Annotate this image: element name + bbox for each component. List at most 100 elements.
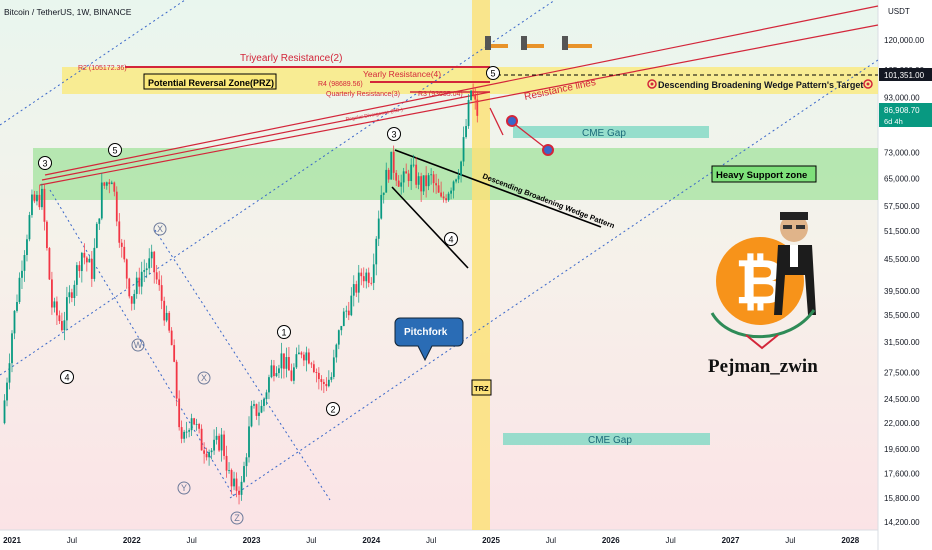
r4-label: R4 (98689.56) xyxy=(318,81,363,88)
target-price-badge xyxy=(879,68,932,81)
candle-body xyxy=(135,277,138,294)
candle-body xyxy=(210,450,213,453)
candle-body xyxy=(417,176,420,185)
wave-label-1: 1 xyxy=(277,325,291,339)
wave-label-3b: 3 xyxy=(387,127,401,141)
candle-body xyxy=(360,272,363,277)
target-price-label: 101,351.00 xyxy=(884,71,925,80)
time-tick-label: 2023 xyxy=(243,536,261,545)
candle-body xyxy=(26,239,28,256)
candle-body xyxy=(325,383,328,387)
candle-body xyxy=(93,247,96,279)
candle-body xyxy=(75,265,78,285)
candle-body xyxy=(100,182,103,219)
prz-label: Potential Reversal Zone(PRZ) xyxy=(148,78,274,88)
wedge-lower-line xyxy=(391,186,469,269)
candle-body xyxy=(16,301,18,311)
candle-body xyxy=(255,404,258,416)
candle-body xyxy=(190,418,193,431)
price-tick-label: 19,600.00 xyxy=(884,445,920,454)
time-tick-label: 2021 xyxy=(3,536,21,545)
candle-body xyxy=(402,171,405,183)
candle-body xyxy=(312,364,315,373)
candle-body xyxy=(455,179,457,182)
candle-body xyxy=(223,434,225,456)
candle-body xyxy=(163,300,166,321)
candle-body xyxy=(317,372,320,380)
candle-body xyxy=(285,357,288,369)
trz-label-box xyxy=(471,379,492,396)
price-tick-label: 27,500.00 xyxy=(884,369,920,378)
candle-body xyxy=(322,381,325,384)
candle-body xyxy=(243,466,245,482)
candle-body xyxy=(28,215,31,240)
candle-body xyxy=(283,353,285,369)
candle-body xyxy=(392,151,395,173)
time-tick-label: Jul xyxy=(67,536,77,545)
candle-body xyxy=(265,392,268,400)
candle-body xyxy=(233,478,235,487)
candle-body xyxy=(200,428,203,451)
candle-body xyxy=(367,272,370,283)
candle-body xyxy=(382,192,385,195)
candle-body xyxy=(125,259,128,279)
candle-body xyxy=(347,310,350,316)
candle-body xyxy=(415,164,418,185)
candle-body xyxy=(452,181,455,191)
target-label: Descending Broadening Wedge Pattern's Ta… xyxy=(658,80,863,90)
candle-body xyxy=(198,424,201,429)
wave-label-4b: 4 xyxy=(444,232,458,246)
candle-body xyxy=(188,430,191,432)
candle-body xyxy=(235,478,238,491)
candle-body xyxy=(46,221,48,249)
svg-text:X: X xyxy=(201,373,207,383)
avatar-figure xyxy=(774,212,816,315)
svg-text:X: X xyxy=(157,224,163,234)
candle-body xyxy=(260,405,263,413)
candle-body xyxy=(185,431,188,433)
svg-text:Y: Y xyxy=(181,483,187,493)
candle-body xyxy=(300,352,303,355)
candle-body xyxy=(270,365,273,378)
candle-body xyxy=(88,258,91,263)
candle-body xyxy=(280,353,283,369)
time-tick-label: Jul xyxy=(546,536,556,545)
candle-body xyxy=(320,379,323,382)
candle-body xyxy=(73,284,76,298)
candle-body xyxy=(8,363,11,383)
time-tick-label: Jul xyxy=(306,536,316,545)
heavy-support-label-box xyxy=(711,165,817,183)
time-tick-label: Jul xyxy=(785,536,795,545)
candle-body xyxy=(352,284,355,296)
svg-text:5: 5 xyxy=(490,69,495,79)
candle-body xyxy=(165,312,168,321)
candle-body xyxy=(412,164,415,166)
candle-body xyxy=(435,183,438,186)
candle-body xyxy=(205,453,208,458)
candle-body xyxy=(68,292,71,298)
candle-body xyxy=(387,169,390,180)
price-tick-label: 35,500.00 xyxy=(884,311,920,320)
candle-body xyxy=(95,223,98,248)
cme-gap-upper xyxy=(513,126,709,138)
svg-text:3: 3 xyxy=(391,130,396,140)
trz-label: TRZ xyxy=(474,384,489,393)
candle-body xyxy=(467,100,470,127)
candle-body xyxy=(105,182,108,186)
candle-body xyxy=(155,272,158,280)
candle-body xyxy=(218,435,220,451)
target-icon xyxy=(647,79,873,89)
price-tick-label: 17,600.00 xyxy=(884,470,920,479)
candle-body xyxy=(143,270,146,272)
candle-body xyxy=(298,352,300,355)
svg-text:1: 1 xyxy=(281,328,286,338)
time-tick-label: 2022 xyxy=(123,536,141,545)
price-tick-label: 14,200.00 xyxy=(884,518,920,527)
candle-body xyxy=(23,255,26,271)
candle-body xyxy=(128,278,131,297)
currency-label: USDT xyxy=(888,7,910,16)
wave-labels: 3 5 4 X W X Y Z 1 2 3 4 5 xyxy=(38,66,500,525)
price-tick-label: 93,000.00 xyxy=(884,94,920,103)
candle-body xyxy=(457,175,460,180)
